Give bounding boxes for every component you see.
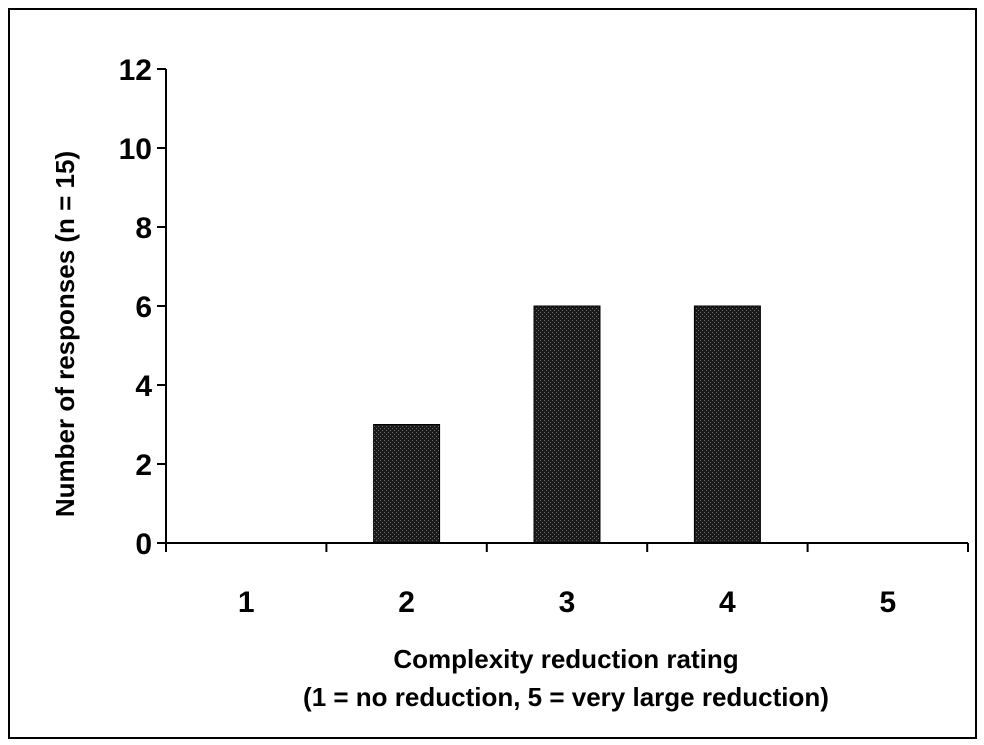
x-tick-label-2: 2 (398, 586, 415, 619)
bar-3 (533, 305, 601, 544)
x-tick-label-1: 1 (238, 586, 255, 619)
y-tick-label-2: 2 (135, 449, 152, 482)
y-tick-label-0: 0 (135, 528, 152, 561)
x-axis-title: Complexity reduction rating (393, 644, 738, 674)
chart-frame (8, 8, 977, 739)
bar-4 (693, 305, 761, 544)
y-tick-label-6: 6 (135, 291, 152, 324)
y-tick-label-4: 4 (135, 370, 152, 403)
y-tick-label-8: 8 (135, 212, 152, 245)
y-axis-title: Number of responses (n = 15) (50, 151, 80, 517)
y-tick-label-10: 10 (119, 133, 152, 166)
x-tick-label-4: 4 (719, 586, 736, 619)
bars-group (373, 305, 761, 544)
x-axis-subtitle: (1 = no reduction, 5 = very large reduct… (303, 682, 829, 712)
x-tick-label-3: 3 (559, 586, 576, 619)
x-tick-label-5: 5 (879, 586, 896, 619)
y-ticks-group: 0 2 4 6 8 10 12 (119, 54, 166, 561)
x-ticks-group: 1 2 3 4 5 (165, 543, 969, 619)
y-tick-label-12: 12 (119, 54, 152, 87)
bar-2 (373, 424, 441, 544)
